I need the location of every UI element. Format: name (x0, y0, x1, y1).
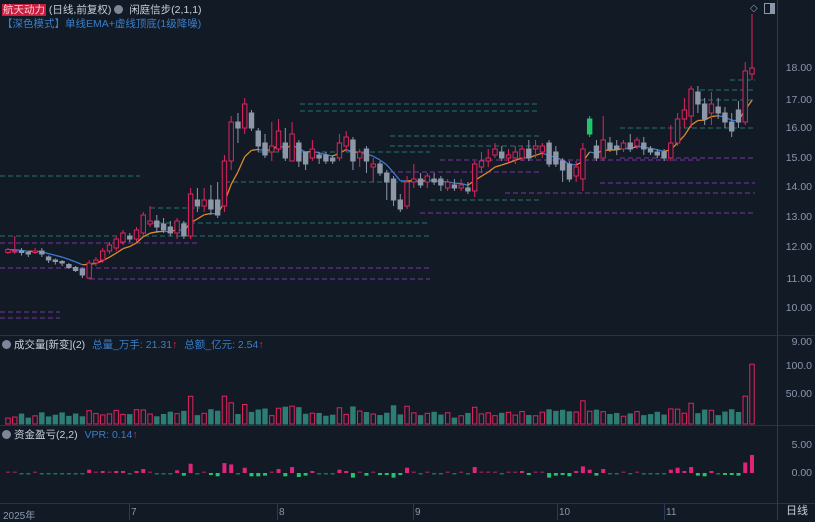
x-tick (277, 503, 278, 520)
up-arrow-icon: ↑ (172, 339, 177, 351)
price-tick: 17.00 (786, 94, 812, 106)
x-axis-line (0, 503, 815, 504)
vpr-title[interactable]: 资金盈亏(2,2) (14, 429, 78, 441)
volume-settings-icon[interactable] (2, 340, 11, 349)
price-tick: 10.00 (786, 302, 812, 314)
volume-tick: 9.00 (792, 336, 812, 348)
vpr-axis[interactable]: 5.00 0.00 (777, 425, 815, 504)
volume-tick: 100.0 (786, 360, 812, 372)
total-amount-label: 总额_亿元: (184, 339, 235, 351)
price-tick: 18.00 (786, 62, 812, 74)
price-tick: 14.00 (786, 181, 812, 193)
price-chart[interactable] (0, 0, 776, 520)
vpr-header: 资金盈亏(2,2) VPR: 0.14↑ (2, 427, 138, 442)
price-tick: 11.00 (787, 273, 813, 285)
up-arrow-icon: ↑ (132, 429, 137, 441)
x-tick-label: 7 (131, 507, 137, 518)
volume-header: 成交量[新变](2) 总量_万手: 21.31↑ 总额_亿元: 2.54↑ (2, 337, 264, 352)
vpr-tick: 5.00 (792, 439, 812, 451)
price-tick: 16.00 (786, 122, 812, 134)
x-tick (129, 503, 130, 520)
x-tick-label: 10 (559, 507, 570, 518)
vpr-value: 0.14 (112, 429, 132, 441)
x-tick-label: 8 (279, 507, 285, 518)
up-arrow-icon: ↑ (258, 339, 263, 351)
price-tick: 15.00 (786, 152, 812, 164)
x-tick-label: 11 (666, 507, 676, 518)
total-amount-value: 2.54 (238, 339, 258, 351)
vpr-tick: 0.00 (792, 467, 812, 479)
price-tick: 12.00 (786, 241, 812, 253)
price-axis[interactable]: 18.00 17.00 16.00 15.00 14.00 13.00 12.0… (777, 0, 815, 335)
price-tick: 13.00 (786, 211, 812, 223)
volume-axis[interactable]: 9.00 100.0 50.00 (777, 335, 815, 425)
x-tick (557, 503, 558, 520)
total-volume-label: 总量_万手: (92, 339, 143, 351)
total-volume-value: 21.31 (146, 339, 172, 351)
vpr-settings-icon[interactable] (2, 430, 11, 439)
period-button[interactable]: 日线 (777, 503, 815, 520)
x-tick (664, 503, 665, 520)
pane-divider[interactable] (0, 425, 815, 426)
x-tick (413, 503, 414, 520)
x-tick-label: 9 (415, 507, 421, 518)
volume-tick: 50.00 (786, 388, 812, 400)
pane-divider[interactable] (0, 335, 815, 336)
vpr-label: VPR: (85, 429, 110, 441)
volume-title[interactable]: 成交量[新变](2) (14, 339, 85, 351)
